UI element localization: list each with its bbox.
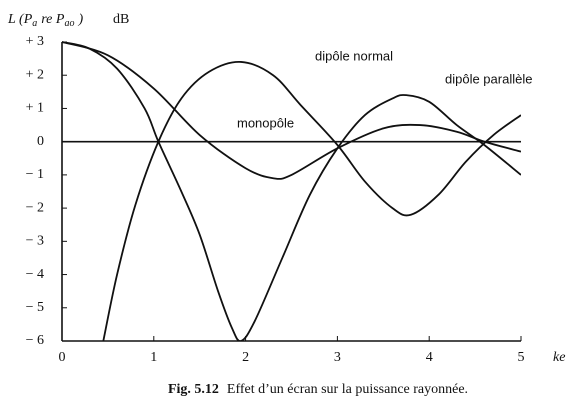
y-axis-label-part: ao <box>64 18 74 29</box>
y-tick-label: + 2 <box>26 67 44 82</box>
x-axis-label: ke <box>553 350 565 365</box>
series-line <box>62 41 521 341</box>
y-tick-label: − 4 <box>26 267 44 282</box>
y-axis-label-part: ) <box>77 12 83 27</box>
y-axis-label-part: L (P <box>7 12 33 27</box>
series-label: dipôle parallèle <box>445 71 532 86</box>
series-line <box>62 41 521 180</box>
caption-text: Effet d’un écran sur la puissance rayonn… <box>227 382 468 397</box>
series-label: dipôle normal <box>315 48 393 63</box>
y-axis-label: L (Pa re Pao) <box>7 12 83 29</box>
y-axis-label-part: re P <box>41 12 65 27</box>
figure-label: Fig. 5.12 <box>168 382 219 397</box>
y-tick-label: + 1 <box>26 101 44 116</box>
x-tick-label: 1 <box>150 350 157 365</box>
y-tick-label: − 3 <box>26 234 44 249</box>
x-tick-label: 4 <box>426 350 433 365</box>
series-label: monopôle <box>237 115 294 130</box>
y-axis-unit: dB <box>113 12 129 27</box>
x-tick-label: 5 <box>518 350 525 365</box>
y-axis-label-part: a <box>32 18 37 29</box>
y-tick-label: − 2 <box>26 200 44 215</box>
series-line <box>102 61 521 341</box>
y-tick-label: − 6 <box>26 333 44 348</box>
x-tick-label: 0 <box>59 350 66 365</box>
x-tick-label: 2 <box>242 350 249 365</box>
caption: Fig. 5.12 Effet d’un écran sur la puissan… <box>168 382 468 397</box>
y-tick-label: − 5 <box>26 300 44 315</box>
y-tick-label: 0 <box>37 134 44 149</box>
x-tick-label: 3 <box>334 350 341 365</box>
y-tick-label: + 3 <box>26 34 44 49</box>
y-tick-label: − 1 <box>26 167 44 182</box>
